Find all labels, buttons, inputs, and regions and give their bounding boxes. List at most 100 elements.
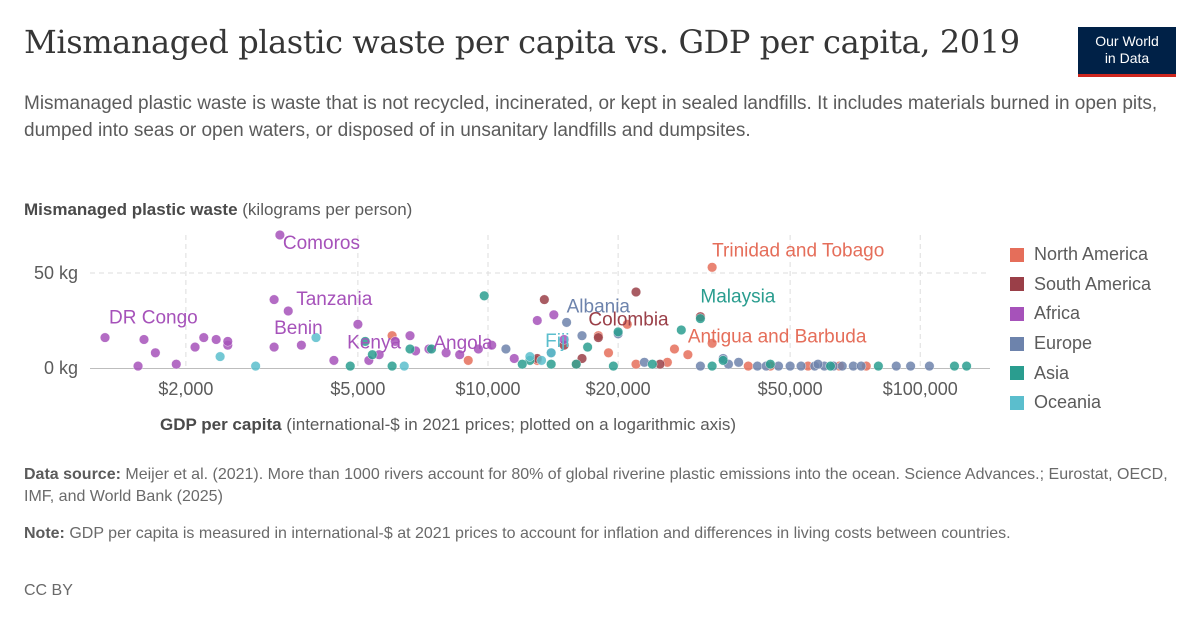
data-point[interactable] xyxy=(608,361,619,372)
data-point[interactable] xyxy=(269,342,280,353)
license[interactable]: CC BY xyxy=(24,582,73,599)
legend-item[interactable]: North America xyxy=(1010,240,1151,270)
data-point[interactable] xyxy=(546,347,557,358)
data-point[interactable] xyxy=(559,334,570,345)
data-point[interactable] xyxy=(473,343,484,354)
data-point[interactable] xyxy=(613,326,624,337)
data-point[interactable] xyxy=(891,361,902,372)
data-point[interactable] xyxy=(405,330,416,341)
data-point[interactable] xyxy=(296,340,307,351)
data-point[interactable] xyxy=(345,361,356,372)
data-point[interactable] xyxy=(311,332,322,343)
data-point[interactable] xyxy=(593,332,604,343)
data-point[interactable] xyxy=(733,357,744,368)
data-point[interactable] xyxy=(603,347,614,358)
legend-item[interactable]: Asia xyxy=(1010,358,1151,388)
data-point[interactable] xyxy=(785,361,796,372)
data-point[interactable] xyxy=(561,317,572,328)
data-point[interactable] xyxy=(695,361,706,372)
data-point[interactable] xyxy=(139,334,150,345)
data-point[interactable] xyxy=(171,359,182,370)
data-point[interactable] xyxy=(707,338,718,349)
data-point[interactable] xyxy=(539,294,550,305)
data-point[interactable] xyxy=(707,262,718,273)
data-point[interactable] xyxy=(622,319,633,330)
data-point[interactable] xyxy=(743,361,754,372)
data-point[interactable] xyxy=(905,361,916,372)
scatter-plot[interactable]: $2,000 $5,000 $10,000 $20,000 $50,000 $100,00… xyxy=(0,225,1000,415)
data-point[interactable] xyxy=(387,361,398,372)
data-point[interactable] xyxy=(486,340,497,351)
data-point[interactable] xyxy=(100,332,111,343)
legend-label: Asia xyxy=(1034,362,1070,383)
data-point[interactable] xyxy=(250,361,261,372)
data-point[interactable] xyxy=(441,347,452,358)
data-point[interactable] xyxy=(752,361,763,372)
data-point[interactable] xyxy=(577,330,588,341)
data-point[interactable] xyxy=(707,361,718,372)
data-point[interactable] xyxy=(215,351,226,362)
data-point[interactable] xyxy=(682,349,693,360)
data-point[interactable] xyxy=(765,359,776,370)
data-point[interactable] xyxy=(133,361,144,372)
data-point[interactable] xyxy=(405,343,416,354)
data-point[interactable] xyxy=(426,343,437,354)
data-point[interactable] xyxy=(536,355,547,366)
data-point[interactable] xyxy=(269,294,280,305)
data-point[interactable] xyxy=(517,359,528,370)
data-point[interactable] xyxy=(873,361,884,372)
data-point[interactable] xyxy=(825,361,836,372)
data-point[interactable] xyxy=(631,359,642,370)
data-point[interactable] xyxy=(548,309,559,320)
data-point[interactable] xyxy=(463,355,474,366)
data-point[interactable] xyxy=(676,324,687,335)
legend-item[interactable]: Oceania xyxy=(1010,388,1151,418)
data-point[interactable] xyxy=(150,347,161,358)
data-point[interactable] xyxy=(454,349,465,360)
data-point[interactable] xyxy=(222,336,233,347)
data-point[interactable] xyxy=(283,305,294,316)
data-point[interactable] xyxy=(274,229,285,241)
data-point[interactable] xyxy=(352,319,363,330)
data-point[interactable] xyxy=(796,361,807,372)
data-point[interactable] xyxy=(390,336,401,347)
data-point[interactable] xyxy=(198,332,209,343)
point-annotation: Comoros xyxy=(283,233,360,254)
data-point[interactable] xyxy=(546,359,557,370)
data-point[interactable] xyxy=(571,359,582,370)
data-point[interactable] xyxy=(695,313,706,324)
data-point[interactable] xyxy=(718,355,729,366)
data-point[interactable] xyxy=(399,361,410,372)
data-point[interactable] xyxy=(524,351,535,362)
data-point[interactable] xyxy=(961,361,972,372)
data-point[interactable] xyxy=(367,349,378,360)
data-point[interactable] xyxy=(669,343,680,354)
data-point[interactable] xyxy=(532,315,543,326)
data-point[interactable] xyxy=(509,353,520,364)
legend-item[interactable]: Africa xyxy=(1010,299,1151,329)
data-point[interactable] xyxy=(500,343,511,354)
data-point[interactable] xyxy=(479,290,490,301)
data-point[interactable] xyxy=(190,342,201,353)
legend-item[interactable]: South America xyxy=(1010,270,1151,300)
data-point[interactable] xyxy=(837,361,848,372)
owid-logo[interactable]: Our World in Data xyxy=(1078,27,1176,77)
legend-item[interactable]: Europe xyxy=(1010,329,1151,359)
data-point[interactable] xyxy=(856,361,867,372)
point-annotation: Kenya xyxy=(347,333,401,354)
data-source: Data source: Meijer et al. (2021). More … xyxy=(24,464,1174,508)
data-point[interactable] xyxy=(582,342,593,353)
data-point[interactable] xyxy=(647,359,658,370)
data-point[interactable] xyxy=(924,361,935,372)
data-point[interactable] xyxy=(812,359,823,370)
point-annotation: Colombia xyxy=(588,310,669,331)
data-point[interactable] xyxy=(328,355,339,366)
chart-subtitle: Mismanaged plastic waste is waste that i… xyxy=(24,93,1158,141)
legend-swatch xyxy=(1010,247,1024,262)
note-label: Note: xyxy=(24,525,65,542)
data-point[interactable] xyxy=(360,336,371,347)
data-point[interactable] xyxy=(773,361,784,372)
data-point[interactable] xyxy=(631,287,642,298)
data-point[interactable] xyxy=(949,361,960,372)
data-point[interactable] xyxy=(211,334,222,345)
